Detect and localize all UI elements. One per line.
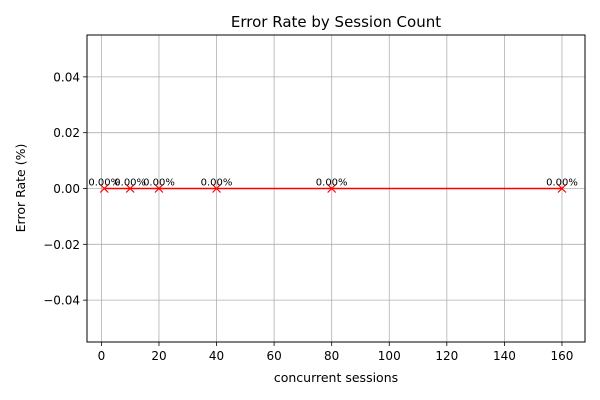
data-label: 0.00%: [143, 178, 175, 189]
data-point-marker: [212, 184, 221, 193]
y-tick-label: 0.04: [53, 70, 80, 84]
data-label: 0.00%: [546, 178, 578, 189]
data-label: 0.00%: [201, 178, 233, 189]
marker-stroke: [125, 184, 135, 193]
data-point-marker: [125, 184, 135, 193]
data-label: 0.00%: [114, 178, 146, 189]
data-point-marker: [327, 184, 337, 193]
x-tick-label: 0: [98, 349, 106, 363]
x-tick-label: 80: [324, 349, 339, 363]
x-tick-label: 40: [209, 349, 224, 363]
y-axis-ticks: −0.04 −0.02 0.00 0.02 0.04: [43, 70, 87, 308]
y-tick-label: −0.02: [43, 238, 80, 252]
y-tick-label: −0.04: [43, 294, 80, 308]
x-tick-label: 60: [266, 349, 281, 363]
chart-title: Error Rate by Session Count: [231, 13, 441, 31]
x-axis-label: concurrent sessions: [274, 370, 398, 385]
x-tick-label: 160: [551, 349, 574, 363]
data-point-marker: [99, 184, 109, 193]
y-tick-label: 0.00: [53, 182, 80, 196]
x-tick-label: 140: [493, 349, 516, 363]
data-point-marker: [154, 184, 164, 193]
marker-stroke: [154, 184, 164, 193]
data-label: 0.00%: [88, 178, 120, 189]
marker-stroke: [212, 184, 221, 193]
x-tick-label: 20: [151, 349, 166, 363]
x-tick-label: 120: [435, 349, 458, 363]
marker-stroke: [327, 184, 337, 193]
marker-stroke: [557, 184, 567, 193]
x-axis-ticks: 0 20 40 60 80 100 120 140 160: [98, 342, 574, 363]
y-axis-label: Error Rate (%): [13, 144, 28, 233]
x-tick-label: 100: [378, 349, 401, 363]
data-label: 0.00%: [316, 178, 348, 189]
y-tick-label: 0.02: [53, 126, 80, 140]
data-point-marker: [557, 184, 567, 193]
series-layer: 0.00%0.00%0.00% 0.00% 0.00% 0.00%: [88, 178, 578, 193]
marker-stroke: [99, 184, 109, 193]
